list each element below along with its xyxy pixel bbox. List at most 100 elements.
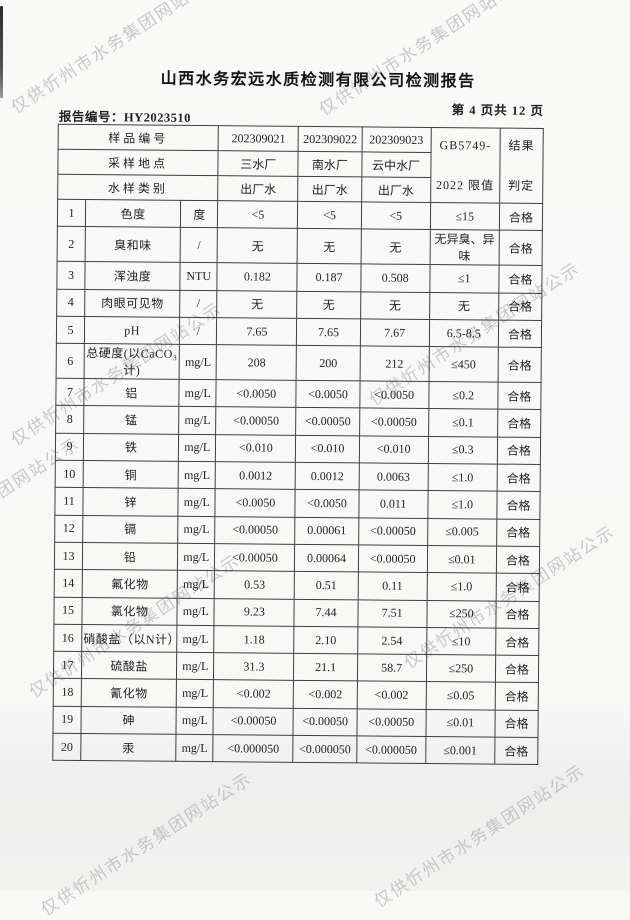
sample2-value: 无 <box>297 228 361 265</box>
result-value: 合格 <box>495 600 540 629</box>
table-header: 样品编号 202309021 202309022 202309023 GB574… <box>57 124 544 204</box>
sample3-value: 无 <box>360 291 430 320</box>
param-unit: / <box>180 227 218 263</box>
sample2-value: 7.44 <box>294 598 358 627</box>
sample2-value: <0.010 <box>295 435 360 463</box>
row-number: 7 <box>55 378 85 406</box>
sample2-value: <0.000050 <box>293 735 357 764</box>
sample3-value: 212 <box>359 346 430 382</box>
result-value: 合格 <box>499 203 543 231</box>
sample3-value: <0.0050 <box>359 381 429 409</box>
sample1-value: 无 <box>216 290 298 319</box>
param-unit: mg/L <box>177 597 215 626</box>
param-name: 锰 <box>83 405 180 435</box>
water-quality-table: 样品编号 202309021 202309022 202309023 GB574… <box>52 124 544 766</box>
sample3-value: <0.000050 <box>356 735 426 764</box>
param-unit: mg/L <box>176 652 214 681</box>
result-value: 合格 <box>497 347 542 383</box>
sample2-value: 无 <box>297 290 361 319</box>
sample1-value: <0.010 <box>215 434 297 463</box>
sample-no-2: 202309022 <box>298 126 362 152</box>
param-name: 镉 <box>82 515 179 544</box>
limit-value: ≤0.01 <box>425 709 496 738</box>
limit-value: ≤450 <box>428 346 499 383</box>
param-name: 氰化物 <box>81 678 177 708</box>
param-name: 铜 <box>83 460 179 489</box>
sample1-value: <0.00050 <box>214 516 296 545</box>
sample2-value: 2.10 <box>294 626 358 655</box>
location-label: 采样地点 <box>57 149 219 176</box>
table-row: 13 铅 mg/L <0.00050 0.00064 <0.00050 ≤0.01 合格 <box>54 542 540 574</box>
sample1-value: <0.00050 <box>214 543 296 572</box>
param-name: 色度 <box>85 199 181 228</box>
result-value: 合格 <box>496 546 540 574</box>
sample3-value: <0.002 <box>356 681 427 710</box>
limit-value: ≤1.0 <box>427 463 498 492</box>
sample3-value: 2.54 <box>357 626 427 655</box>
sample3-value: 无 <box>360 229 431 265</box>
sample2-value: 0.187 <box>297 263 361 292</box>
sample2-value: <0.002 <box>293 680 358 709</box>
param-unit: mg/L <box>177 515 216 544</box>
sample3-value: 0.011 <box>358 490 428 519</box>
param-unit: mg/L <box>175 734 214 762</box>
table-row: 19 砷 mg/L <0.00050 <0.00050 <0.00050 ≤0.01 合格 <box>52 705 539 738</box>
sample1-value: <0.0050 <box>216 379 297 408</box>
param-name: pH <box>84 316 180 345</box>
row-number: 4 <box>56 288 85 317</box>
result-value: 合格 <box>496 491 541 520</box>
sample3-value: <0.010 <box>358 435 429 464</box>
param-unit: mg/L <box>176 625 215 653</box>
limit-value: ≤0.05 <box>425 681 496 710</box>
sample2-value: 7.65 <box>296 318 361 347</box>
param-name: 铅 <box>82 542 178 571</box>
limit-value: ≤15 <box>430 202 500 231</box>
result-value: 合格 <box>496 464 541 492</box>
row-number: 14 <box>54 569 83 598</box>
param-name: 总硬度(以CaCO₃计) <box>84 343 180 380</box>
table-row: 20 汞 mg/L <0.000050 <0.000050 <0.000050 ≤0.001… <box>52 733 538 765</box>
param-name: 肉眼可见物 <box>84 289 181 318</box>
table-row: 10 铜 mg/L 0.0012 0.0012 0.0063 ≤1.0 合格 <box>55 460 541 492</box>
result-value: 合格 <box>498 292 542 321</box>
param-unit: mg/L <box>176 679 214 708</box>
sample3-value: 0.0063 <box>358 462 429 491</box>
scan-edge-artifact <box>0 6 3 98</box>
type-3: 出厂水 <box>361 176 431 203</box>
result-header-line1: 结果 <box>508 138 535 153</box>
table-row: 3 浑浊度 NTU 0.182 0.187 0.508 ≤1 合格 <box>56 261 543 294</box>
page-title: 山西水务宏远水质检测有限公司检测报告 <box>160 70 476 91</box>
limit-value: ≤0.2 <box>428 381 498 410</box>
result-header: 结果 判定 <box>499 128 544 204</box>
sample1-value: 0.53 <box>214 570 295 599</box>
limit-value: ≤1 <box>429 264 499 293</box>
table-row: 6 总硬度(以CaCO₃计) mg/L 208 200 212 ≤450 合格 <box>56 343 542 383</box>
row-number: 18 <box>53 678 82 707</box>
sample3-value: <0.00050 <box>356 708 426 737</box>
result-value: 合格 <box>495 682 539 711</box>
results-table-body: 1 色度度 <5 <5 <5 ≤15 合格 2 臭和味 / 无无无无异臭、异味 合格 3 浑浊度 NTU 0.… <box>52 199 543 765</box>
sample1-value: 31.3 <box>213 652 295 681</box>
table-row: 11 锌 mg/L <0.0050 <0.0050 0.011 ≤1.0 合格 <box>54 487 541 520</box>
result-value: 合格 <box>495 627 539 656</box>
param-name: 臭和味 <box>85 226 181 263</box>
sample-no-1: 202309021 <box>218 125 299 152</box>
limit-value: ≤250 <box>426 600 496 628</box>
row-number: 12 <box>54 514 83 543</box>
param-unit: NTU <box>180 262 218 291</box>
param-unit: mg/L <box>178 461 216 490</box>
param-unit: mg/L <box>178 434 216 462</box>
sample1-value: <0.000050 <box>213 734 294 763</box>
sample2-value: <0.0050 <box>296 380 360 409</box>
table-row: 14 氟化物 mg/L 0.53 0.51 0.11 ≤1.0 合格 <box>54 569 540 602</box>
sample1-value: <5 <box>217 200 299 229</box>
sample2-value: <0.00050 <box>293 708 357 736</box>
table-row: 16 硝酸盐（以N计） mg/L 1.18 2.10 2.54 ≤10 合格 <box>53 624 539 656</box>
sample1-value: 1.18 <box>213 625 295 654</box>
result-value: 合格 <box>498 265 543 294</box>
table-row: 17 硫酸盐 mg/L 31.3 21.1 58.7 ≤250 合格 <box>53 651 539 683</box>
limit-value: ≤1.0 <box>427 490 497 519</box>
sample1-value: <0.00050 <box>215 407 297 436</box>
limit-header-gap <box>432 158 498 173</box>
result-header-line2: 判定 <box>508 178 535 193</box>
